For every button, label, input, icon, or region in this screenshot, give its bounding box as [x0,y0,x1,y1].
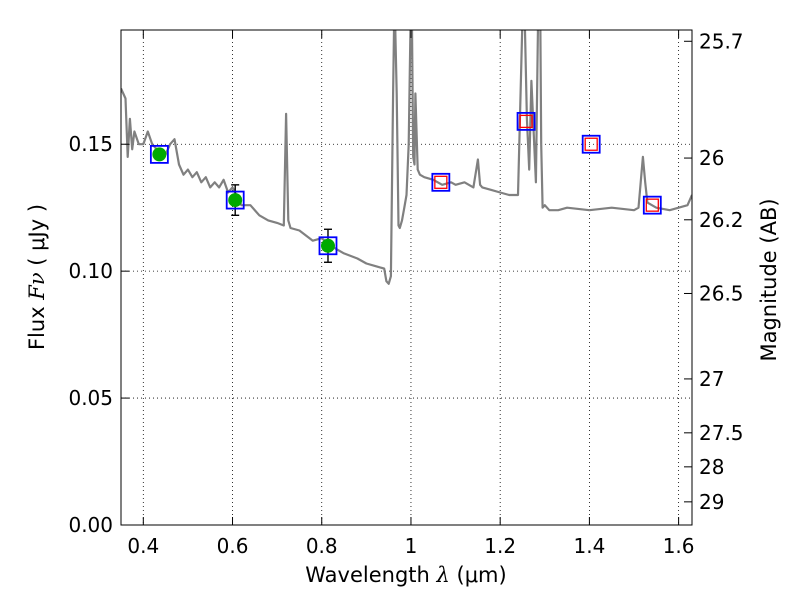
y-tick-label: 0.10 [68,259,113,283]
x-tick-label: 0.6 [217,534,249,558]
x-tick-label: 0.8 [306,534,338,558]
upper-limit-square [645,198,659,212]
observed-point [228,193,243,208]
y-tick-label: 0.00 [68,513,113,537]
observed-point [320,238,335,253]
x-tick-label: 1.2 [484,534,516,558]
y2-tick-label: 27.5 [699,421,744,445]
model-photometry-square [431,172,451,192]
model-photometry-square [642,195,662,215]
y-tick-label: 0.15 [68,132,113,156]
axis-ticks: 0.4 0.6 0.8 1 1.2 1.4 1.6 0.00 0.05 0.10 0.15 25.7 2… [68,29,743,558]
y2-tick-label: 26.5 [699,281,744,305]
model-photometry-square [225,190,245,210]
x-tick-label: 1.4 [573,534,605,558]
y2-tick-label: 29 [699,490,724,514]
upper-limit-square [584,137,598,151]
observed-point [152,147,167,162]
upper-limit-square [519,114,533,129]
y2-tick-label: 25.7 [699,29,744,53]
y2-tick-label: 28 [699,455,724,479]
upper-limit-square [434,175,448,189]
plot-area [121,30,692,285]
y2-tick-label: 26 [699,146,724,170]
y-tick-label: 0.05 [68,386,113,410]
grid-lines [121,30,692,525]
x-axis-label: Wavelength λ (μm) [305,563,506,587]
model-photometry-square [516,111,536,131]
y-axis-label: Flux Fν ( μJy ) [25,204,49,350]
x-tick-label: 0.4 [127,534,159,558]
x-tick-label: 1.6 [663,534,695,558]
model-photometry-square [149,144,169,164]
y2-tick-label: 27 [699,367,724,391]
model-photometry-square [318,236,338,256]
y2-tick-label: 26.2 [699,208,744,232]
model-spectrum-line [121,30,692,285]
plot-frame [120,29,693,526]
x-tick-label: 1 [405,534,418,558]
y2-axis-label: Magnitude (AB) [757,198,781,361]
model-photometry-square [581,134,601,154]
